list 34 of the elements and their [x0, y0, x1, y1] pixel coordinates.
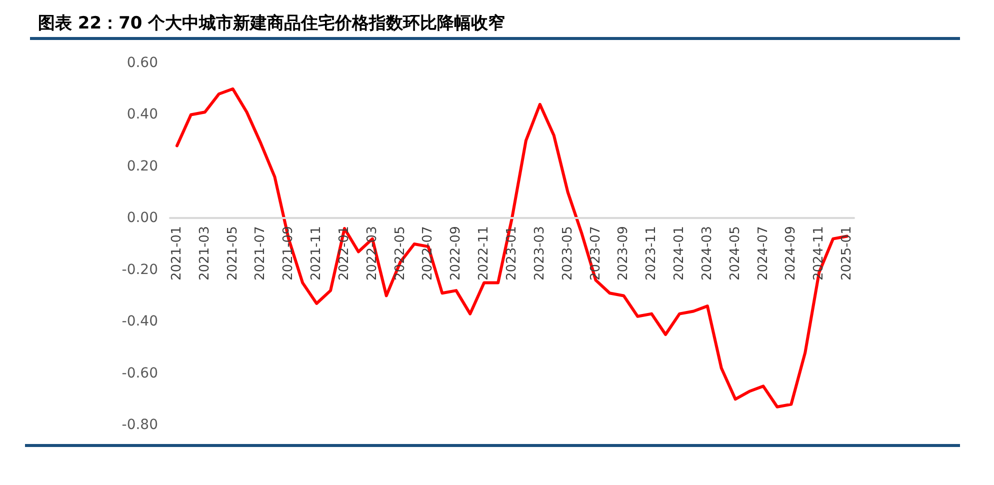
x-tick-label: 2022-07 — [420, 226, 436, 280]
y-tick-label: -0.40 — [122, 314, 158, 330]
x-tick-label: 2023-11 — [644, 226, 660, 280]
y-tick-label: -0.60 — [122, 365, 158, 382]
y-tick-label: -0.80 — [122, 417, 158, 433]
x-tick-label: 2022-01 — [336, 226, 352, 280]
y-tick-label: 0.00 — [126, 210, 158, 226]
x-tick-label: 2021-03 — [197, 226, 212, 280]
x-tick-label: 2024-07 — [756, 226, 771, 280]
y-tick-label: -0.20 — [122, 262, 158, 278]
x-tick-label: 2024-09 — [784, 226, 799, 280]
x-tick-label: 2021-01 — [169, 226, 184, 280]
x-tick-label: 2024-05 — [728, 226, 743, 280]
chart-title: 图表 22：70 个大中城市新建商品住宅价格指数环比降幅收窄 — [38, 14, 506, 34]
x-tick-label: 2025-01 — [840, 226, 855, 280]
x-tick-label: 2024-03 — [700, 226, 715, 280]
x-tick-label: 2022-03 — [364, 226, 380, 280]
x-tick-label: 2022-05 — [392, 226, 408, 280]
x-tick-label: 2024-01 — [672, 226, 688, 280]
x-tick-label: 2024-11 — [812, 226, 827, 280]
y-tick-label: 0.60 — [126, 55, 158, 71]
x-tick-label: 2021-11 — [309, 226, 324, 280]
x-tick-label: 2023-03 — [532, 226, 548, 280]
x-tick-label: 2022-11 — [476, 226, 492, 280]
y-tick-label: 0.20 — [126, 158, 158, 174]
x-tick-label: 2023-07 — [588, 226, 604, 280]
x-tick-label: 2023-09 — [616, 226, 632, 280]
x-tick-label: 2021-07 — [253, 226, 268, 280]
y-tick-label: 0.40 — [126, 106, 158, 123]
x-tick-label: 2022-09 — [448, 226, 464, 280]
x-tick-label: 2023-01 — [504, 226, 520, 280]
x-tick-label: 2023-05 — [560, 226, 576, 280]
x-tick-label: 2021-09 — [281, 226, 296, 280]
x-tick-label: 2021-05 — [225, 226, 240, 280]
